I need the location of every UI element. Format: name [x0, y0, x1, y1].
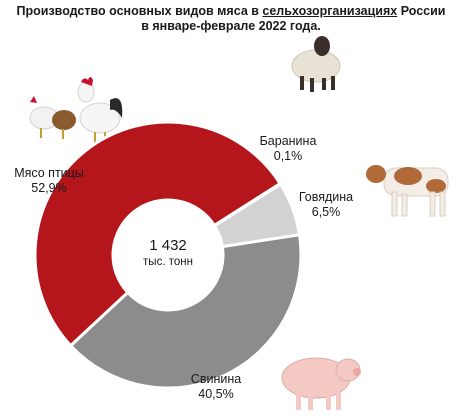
- label-poultry: Мясо птицы 52,9%: [4, 166, 94, 196]
- title-line1-suffix: России: [397, 4, 446, 18]
- label-pork-value: 40,5%: [198, 387, 234, 401]
- sheep-image: [291, 36, 341, 92]
- total-value: 1 432: [149, 237, 187, 254]
- label-beef: Говядина 6,5%: [286, 190, 366, 220]
- pig-image: [281, 357, 361, 410]
- label-mutton-name: Баранина: [259, 134, 317, 148]
- donut-center: 1 432 тыс. тонн: [113, 237, 223, 269]
- label-poultry-value: 52,9%: [31, 181, 67, 195]
- calf-image: [366, 165, 449, 217]
- label-beef-value: 6,5%: [311, 205, 341, 219]
- chart-title: Производство основных видов мяса в сельх…: [0, 4, 462, 34]
- label-beef-name: Говядина: [298, 190, 354, 204]
- donut-hole: [113, 200, 223, 310]
- label-poultry-name: Мясо птицы: [14, 166, 84, 180]
- label-pork: Свинина 40,5%: [176, 372, 256, 402]
- title-line2: в январе-феврале 2022 года.: [141, 19, 321, 33]
- total-unit: тыс. тонн: [143, 256, 193, 268]
- chickens-image: [29, 77, 123, 148]
- label-mutton-value: 0,1%: [273, 149, 303, 163]
- title-line1-prefix: Производство основных видов мяса в: [16, 4, 263, 18]
- label-pork-name: Свинина: [190, 372, 242, 386]
- title-link[interactable]: сельхозорганизациях: [262, 4, 398, 18]
- label-mutton: Баранина 0,1%: [248, 134, 328, 164]
